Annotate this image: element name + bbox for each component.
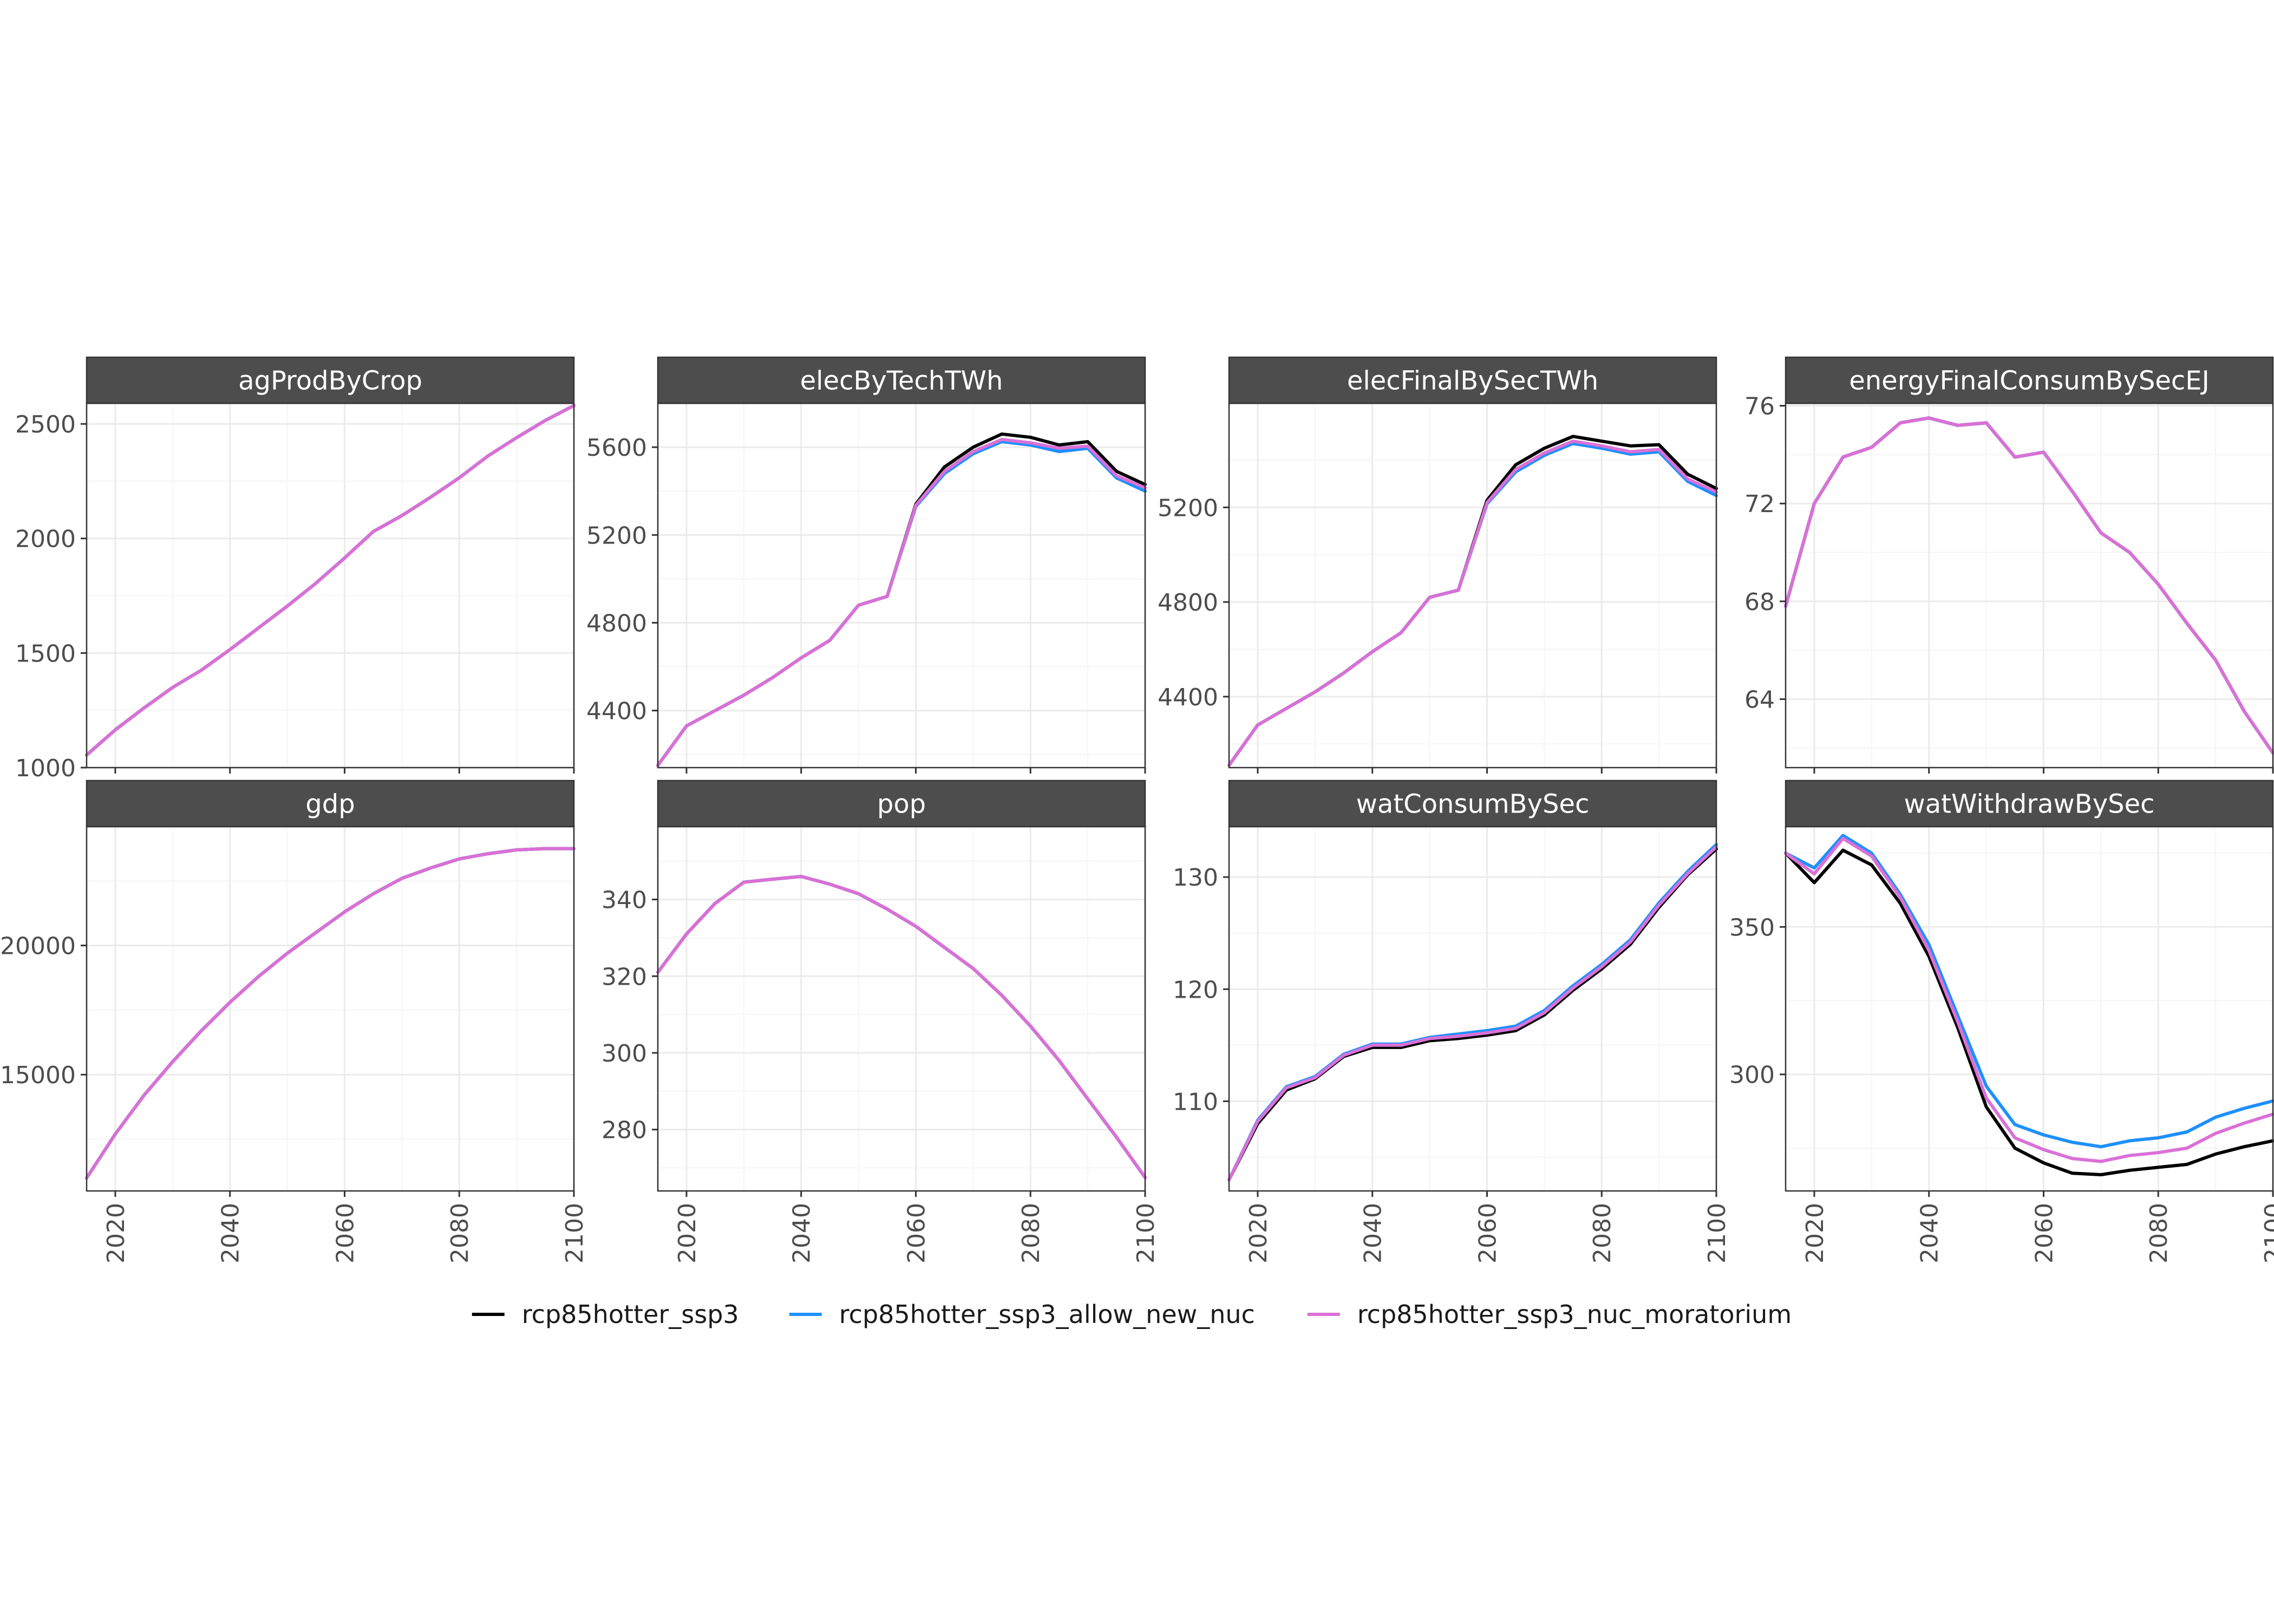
y-tick-label: 4400 [586, 698, 647, 725]
panel-background [658, 403, 1145, 768]
facet-panel-elec-by-tech-twh: elecByTechTWh 4400 4800 5200 5600 [586, 356, 1147, 774]
facet-panel-wat-consum-by-sec: watConsumBySec 110 120 130 2020 2040 2060 2080 2… [1173, 780, 1731, 1263]
y-tick-label: 72 [1744, 490, 1775, 518]
facet-strip-label: watWithdrawBySec [1904, 789, 2154, 820]
legend-label: rcp85hotter_ssp3 [522, 1300, 739, 1329]
series-line-rcp85hotter-ssp3-nuc-moratorium [85, 404, 576, 757]
x-tick-label: 2040 [788, 1203, 816, 1263]
y-tick-label: 4800 [1158, 589, 1218, 617]
facet-strip [1785, 356, 2274, 404]
facet-strip-label: watConsumBySec [1356, 789, 1590, 820]
x-tick-label: 2080 [446, 1203, 474, 1263]
legend-label: rcp85hotter_ssp3_allow_new_nuc [839, 1300, 1255, 1329]
series-line-rcp85hotter-ssp3-allow-new-nuc [1784, 834, 2274, 1149]
facet-strip [657, 356, 1146, 404]
y-tick-label: 110 [1173, 1088, 1218, 1116]
x-tick-label: 2060 [2030, 1203, 2058, 1263]
facet-panel-gdp: gdp 15000 20000 2020 2040 2060 2080 2100 [0, 780, 589, 1263]
x-tick-label: 2100 [2260, 1203, 2274, 1263]
x-tick-label: 2080 [1017, 1203, 1045, 1263]
facet-panel-pop: pop 280 300 320 340 2020 2040 2060 2080 2100 [602, 780, 1160, 1263]
panel-background [1786, 827, 2273, 1191]
facet-strip-label: agProdByCrop [238, 366, 422, 396]
y-tick-label: 300 [602, 1040, 647, 1068]
panel-background [87, 403, 574, 768]
panel-background [1229, 827, 1716, 1191]
x-tick-label: 2020 [102, 1203, 130, 1263]
x-tick-label: 2040 [1916, 1203, 1944, 1263]
panel-background [658, 827, 1145, 1191]
panel-background [1786, 403, 2273, 768]
y-tick-label: 280 [602, 1117, 647, 1144]
y-tick-label: 2500 [15, 411, 76, 438]
series-line-rcp85hotter-ssp3-nuc-moratorium [85, 847, 576, 1180]
y-tick-label: 68 [1744, 588, 1775, 616]
series-line-rcp85hotter-ssp3-nuc-moratorium [1227, 845, 1718, 1182]
panel-background [1229, 403, 1716, 768]
y-tick-label: 300 [1729, 1062, 1775, 1089]
y-tick-label: 76 [1744, 393, 1775, 421]
x-tick-label: 2100 [1132, 1203, 1160, 1263]
y-tick-label: 4800 [586, 610, 647, 637]
series-line-rcp85hotter-ssp3-nuc-moratorium [1784, 836, 2274, 1163]
x-tick-label: 2020 [1245, 1203, 1272, 1263]
y-tick-label: 320 [602, 963, 647, 991]
legend-label: rcp85hotter_ssp3_nuc_moratorium [1357, 1300, 1792, 1329]
y-tick-label: 15000 [0, 1062, 76, 1089]
facet-panels: agProdByCrop 1000 1500 2000 2500 elecByTechTW… [0, 356, 2274, 1263]
facet-panel-wat-withdraw-by-sec: watWithdrawBySec 300 350 2020 2040 2060 2080 21… [1729, 780, 2274, 1263]
y-tick-label: 2000 [15, 526, 76, 553]
x-tick-label: 2080 [1589, 1203, 1616, 1263]
y-tick-label: 1000 [15, 755, 76, 782]
facet-strip [1228, 780, 1717, 828]
facet-strip [657, 780, 1146, 828]
facet-strip-label: pop [877, 789, 926, 820]
series-line-rcp85hotter-ssp3-nuc-moratorium [656, 437, 1147, 767]
legend: rcp85hotter_ssp3 rcp85hotter_ssp3_allow_n… [472, 1300, 1792, 1329]
x-tick-label: 2040 [217, 1203, 245, 1263]
facet-panel-elec-final-by-sec-twh: elecFinalBySecTWh 4400 4800 5200 [1158, 356, 1718, 774]
x-tick-label: 2100 [1703, 1203, 1731, 1263]
x-tick-label: 2080 [2145, 1203, 2173, 1263]
y-tick-label: 5200 [586, 522, 647, 549]
facet-strip [1228, 356, 1717, 404]
x-tick-label: 2060 [331, 1203, 359, 1263]
x-tick-label: 2020 [1801, 1203, 1829, 1263]
legend-item-rcp85hotter-ssp3-allow-new-nuc: rcp85hotter_ssp3_allow_new_nuc [789, 1300, 1255, 1329]
x-tick-label: 2060 [1474, 1203, 1501, 1263]
facet-strip [1785, 780, 2274, 828]
y-tick-label: 4400 [1158, 684, 1218, 711]
series-line-rcp85hotter-ssp3-nuc-moratorium [1784, 416, 2274, 755]
series-line-rcp85hotter-ssp3 [1784, 848, 2274, 1176]
y-tick-label: 350 [1729, 914, 1775, 941]
y-tick-label: 20000 [0, 933, 76, 960]
facet-strip-label: energyFinalConsumBySecEJ [1849, 366, 2210, 396]
facet-strip-label: elecByTechTWh [800, 366, 1003, 396]
legend-item-rcp85hotter-ssp3: rcp85hotter_ssp3 [472, 1300, 739, 1329]
facet-strip [86, 780, 575, 828]
y-tick-label: 5200 [1158, 494, 1218, 522]
y-tick-label: 120 [1173, 976, 1218, 1004]
y-tick-label: 1500 [15, 640, 76, 667]
facet-strip [86, 356, 575, 404]
facet-panel-energy-final-consum-by-sec-ej: energyFinalConsumBySecEJ 64 68 72 76 [1744, 356, 2274, 774]
x-tick-label: 2040 [1360, 1203, 1387, 1263]
series-line-rcp85hotter-ssp3-nuc-moratorium [1227, 439, 1718, 767]
x-tick-label: 2020 [674, 1203, 701, 1263]
y-tick-label: 130 [1173, 864, 1218, 892]
facet-strip-label: gdp [305, 789, 355, 820]
x-tick-label: 2100 [561, 1203, 589, 1263]
y-tick-label: 5600 [586, 434, 647, 462]
y-tick-label: 340 [602, 887, 647, 914]
panel-background [87, 827, 574, 1191]
x-tick-label: 2060 [903, 1203, 930, 1263]
y-tick-label: 64 [1744, 686, 1775, 714]
facet-panel-ag-prod-by-crop: agProdByCrop 1000 1500 2000 2500 [15, 356, 576, 782]
series-line-rcp85hotter-ssp3-nuc-moratorium [656, 875, 1147, 1180]
facet-strip-label: elecFinalBySecTWh [1347, 366, 1598, 396]
legend-item-rcp85hotter-ssp3-nuc-moratorium: rcp85hotter_ssp3_nuc_moratorium [1307, 1300, 1792, 1329]
